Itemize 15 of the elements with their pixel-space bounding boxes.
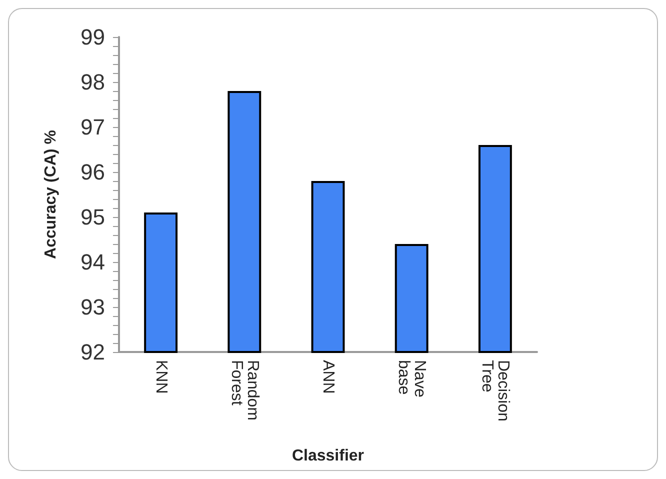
x-tick-label: KNN [152,360,170,394]
y-tick-label: 97 [80,114,105,140]
y-axis-title: Accuracy (CA) % [42,130,60,259]
y-tick-label: 94 [80,250,105,274]
y-tick-label: 96 [80,160,105,184]
y-tick-label: 95 [80,204,105,230]
y-tick-label: 99 [80,24,105,50]
x-axis-title: Classifier [292,448,364,464]
y-tick-label: 92 [80,340,105,364]
x-tick-label: ANN [320,360,336,394]
x-tick-label: Nave base [395,360,428,402]
y-tick-label: 98 [80,70,105,94]
x-tick-label: Decision Tree [478,360,512,426]
y-tick-label: 93 [80,294,105,320]
x-tick-label: Random Forest [228,360,261,425]
